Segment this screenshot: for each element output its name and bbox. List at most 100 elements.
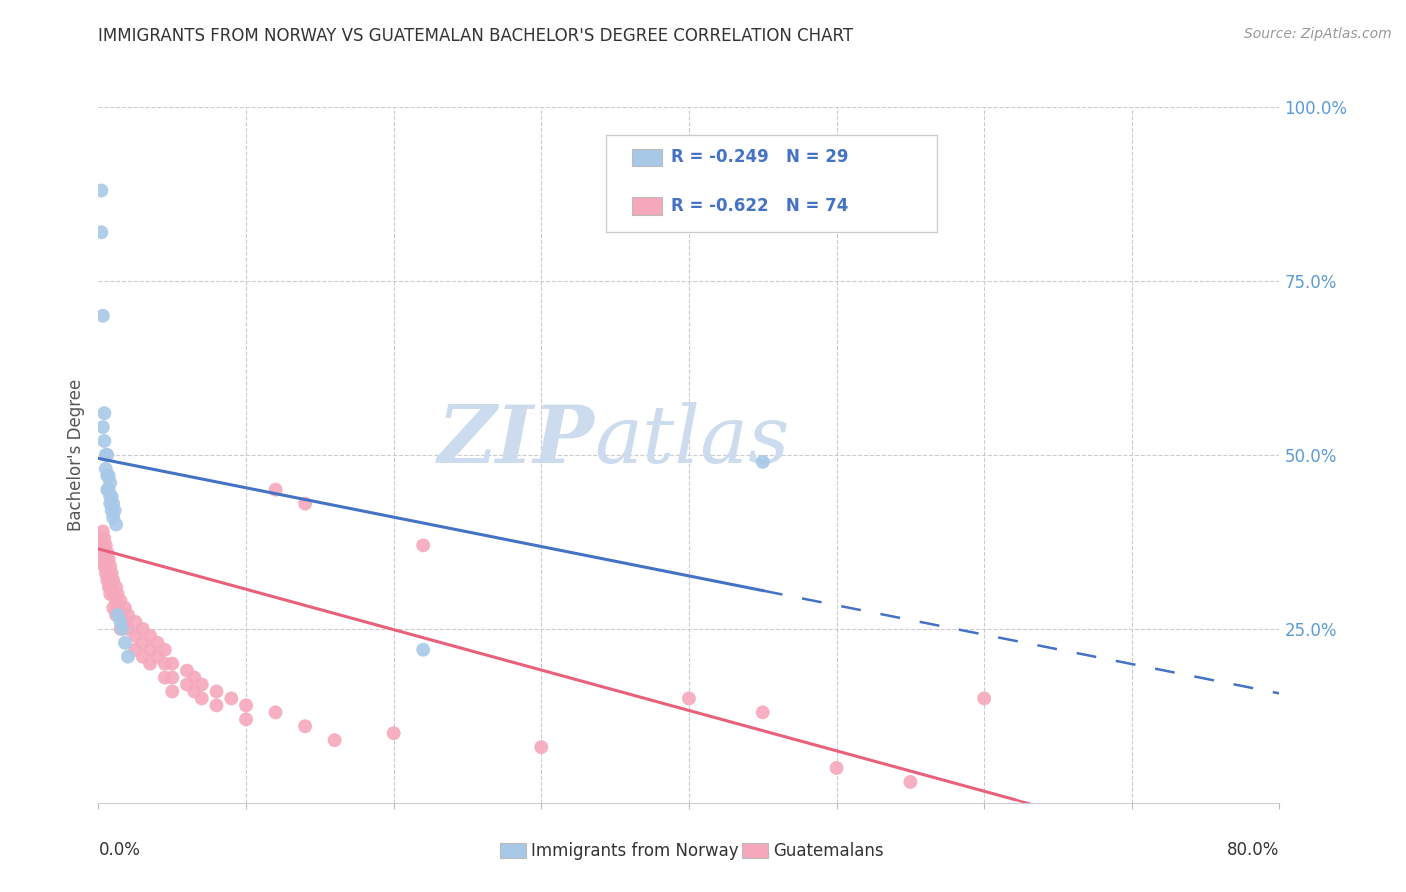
Point xyxy=(146,636,169,650)
Point xyxy=(382,726,405,740)
Point xyxy=(219,691,242,706)
Point xyxy=(162,657,183,671)
Text: 80.0%: 80.0% xyxy=(1227,841,1279,859)
Point xyxy=(103,573,125,587)
Point xyxy=(176,664,198,678)
Point xyxy=(94,566,117,581)
Bar xyxy=(633,149,662,166)
Point xyxy=(153,642,176,657)
Text: R = -0.249   N = 29: R = -0.249 N = 29 xyxy=(671,148,849,167)
Point xyxy=(105,607,128,622)
Point xyxy=(96,468,118,483)
Point xyxy=(124,629,146,643)
Point xyxy=(191,677,214,691)
Point xyxy=(183,684,205,698)
Point xyxy=(91,552,114,566)
Point xyxy=(110,594,132,608)
Text: Guatemalans: Guatemalans xyxy=(773,842,883,860)
Point xyxy=(93,406,115,420)
Point xyxy=(94,448,117,462)
Point xyxy=(176,677,198,691)
Point xyxy=(132,636,155,650)
Point xyxy=(124,615,146,629)
Point xyxy=(105,580,128,594)
Point xyxy=(91,309,114,323)
Point xyxy=(139,657,162,671)
Text: Source: ZipAtlas.com: Source: ZipAtlas.com xyxy=(1244,27,1392,41)
Point xyxy=(94,462,117,476)
Point xyxy=(107,587,129,601)
Point xyxy=(91,420,114,434)
Point xyxy=(100,566,122,581)
Point xyxy=(103,587,125,601)
Point xyxy=(191,691,214,706)
Point xyxy=(751,455,773,469)
Point xyxy=(98,573,121,587)
Point xyxy=(94,552,117,566)
Point xyxy=(132,622,155,636)
Point xyxy=(96,559,118,574)
Text: ZIP: ZIP xyxy=(437,402,595,480)
Point xyxy=(900,775,922,789)
Text: atlas: atlas xyxy=(595,402,790,480)
Point xyxy=(162,684,183,698)
Point xyxy=(91,538,114,552)
Point xyxy=(110,607,132,622)
Point xyxy=(264,483,287,497)
Point xyxy=(146,649,169,664)
Point xyxy=(97,552,120,566)
Text: IMMIGRANTS FROM NORWAY VS GUATEMALAN BACHELOR'S DEGREE CORRELATION CHART: IMMIGRANTS FROM NORWAY VS GUATEMALAN BAC… xyxy=(98,27,853,45)
Point xyxy=(412,642,434,657)
Point xyxy=(98,587,121,601)
Point xyxy=(107,607,129,622)
Point xyxy=(96,448,118,462)
Point xyxy=(96,545,118,559)
Point xyxy=(139,642,162,657)
Point xyxy=(235,712,257,726)
Point xyxy=(294,497,316,511)
Point xyxy=(153,671,176,685)
Point xyxy=(110,615,132,629)
Point xyxy=(98,559,121,574)
Point xyxy=(124,642,146,657)
Point xyxy=(825,761,848,775)
Point xyxy=(97,483,120,497)
Point xyxy=(96,573,118,587)
Point xyxy=(117,649,139,664)
Point xyxy=(96,483,118,497)
Bar xyxy=(501,843,526,858)
Point xyxy=(90,225,112,239)
Point xyxy=(107,601,129,615)
Point xyxy=(103,497,125,511)
Point xyxy=(100,503,122,517)
FancyBboxPatch shape xyxy=(606,135,936,232)
Point xyxy=(104,503,127,517)
Point xyxy=(93,532,115,546)
Point xyxy=(139,629,162,643)
Point xyxy=(103,601,125,615)
Point xyxy=(97,468,120,483)
Y-axis label: Bachelor's Degree: Bachelor's Degree xyxy=(66,379,84,531)
Point xyxy=(103,510,125,524)
Point xyxy=(530,740,553,755)
Point xyxy=(183,671,205,685)
Point xyxy=(678,691,700,706)
Text: Immigrants from Norway: Immigrants from Norway xyxy=(530,842,738,860)
Point xyxy=(205,684,228,698)
Point xyxy=(162,671,183,685)
Point xyxy=(105,517,128,532)
Point xyxy=(91,524,114,539)
Point xyxy=(111,622,134,636)
Point xyxy=(97,580,120,594)
Point xyxy=(132,649,155,664)
Bar xyxy=(633,197,662,215)
Bar xyxy=(742,843,768,858)
Point xyxy=(90,184,112,198)
Point xyxy=(205,698,228,713)
Point xyxy=(90,532,112,546)
Point xyxy=(973,691,995,706)
Point xyxy=(235,698,257,713)
Point xyxy=(294,719,316,733)
Point xyxy=(153,657,176,671)
Point xyxy=(117,607,139,622)
